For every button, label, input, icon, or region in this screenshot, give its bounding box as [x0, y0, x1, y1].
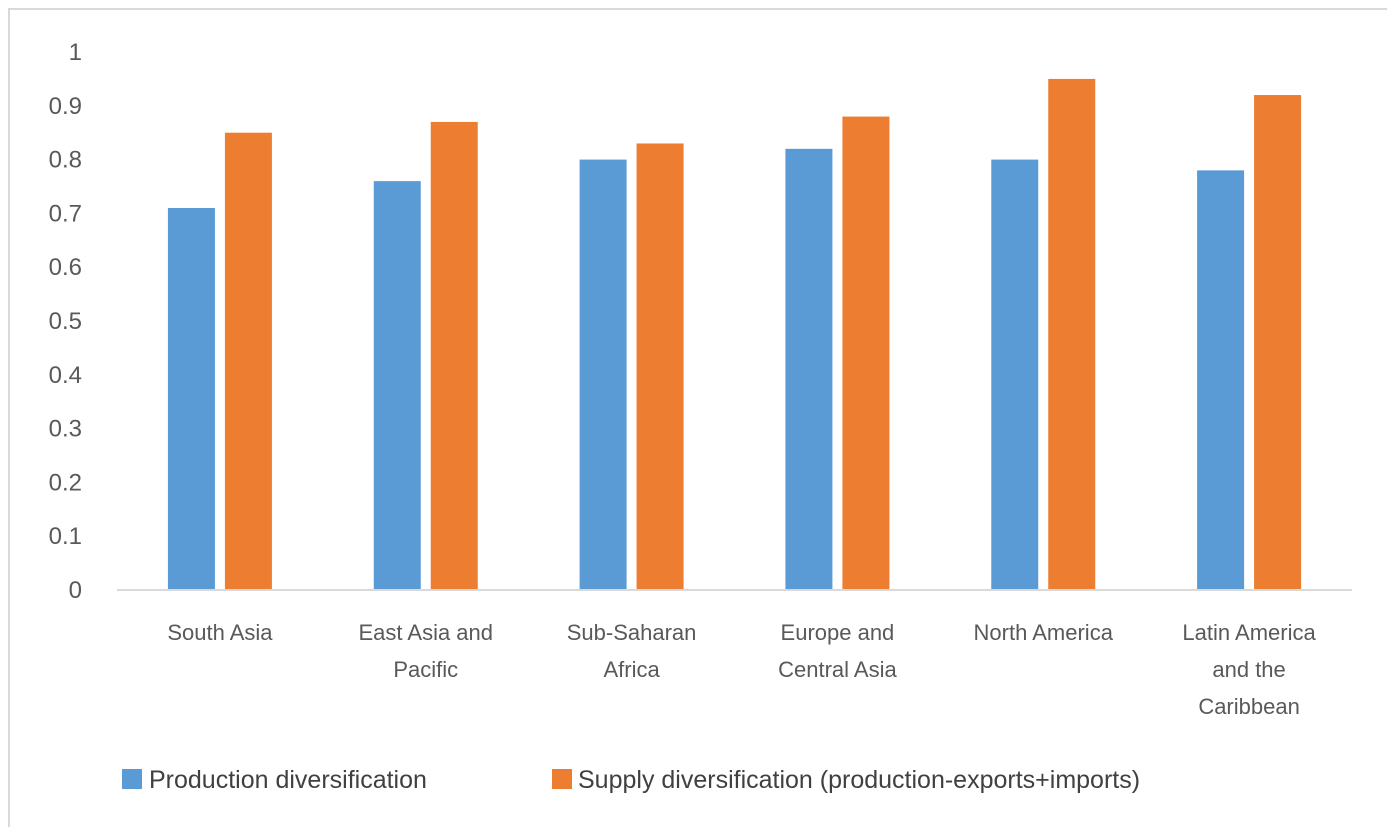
legend-label-production: Production diversification: [149, 766, 427, 794]
x-category-label-line: and the: [1212, 657, 1285, 682]
legend-swatch-production: [122, 769, 142, 789]
chart-frame: 0 0.1 0.2 0.3 0.4 0.5 0.6 0.7 0.8 0.9 1 South Asia…: [8, 8, 1387, 827]
legend-swatch-supply: [552, 769, 572, 789]
y-tick-label: 0.2: [49, 469, 82, 496]
y-tick-label: 0.1: [49, 523, 82, 550]
x-category-label-line: Africa: [603, 657, 660, 682]
bar-chart: 0 0.1 0.2 0.3 0.4 0.5 0.6 0.7 0.8 0.9 1 South Asia…: [49, 39, 1352, 794]
x-category-label-line: Pacific: [393, 657, 458, 682]
x-category-label-line: Sub-Saharan: [567, 620, 697, 645]
x-category-label-line: Latin America: [1182, 620, 1316, 645]
supply-bar: [430, 121, 478, 590]
supply-bar: [1048, 78, 1096, 591]
y-tick-label: 0.4: [49, 362, 82, 389]
x-category-label-line: Central Asia: [778, 657, 897, 682]
x-category-label: North America: [974, 620, 1114, 645]
x-category-label: Sub-Saharan Africa: [567, 620, 697, 682]
x-category-label: Latin America and the Caribbean: [1182, 620, 1316, 719]
production-bar: [167, 208, 215, 590]
supply-bar: [224, 132, 272, 590]
x-category-label-line: South Asia: [167, 620, 273, 645]
x-category-label-line: East Asia and: [358, 620, 493, 645]
x-category-label-line: Caribbean: [1198, 694, 1300, 719]
y-tick-label: 0.8: [49, 147, 82, 174]
y-tick-label: 0.5: [49, 308, 82, 335]
production-bar: [785, 148, 833, 590]
y-tick-label: 0.7: [49, 200, 82, 227]
production-bar: [579, 159, 627, 590]
legend-label-supply: Supply diversification (production-expor…: [578, 766, 1140, 794]
production-bar: [373, 181, 421, 590]
x-category-label-line: North America: [974, 620, 1114, 645]
x-category-label-line: Europe and: [781, 620, 895, 645]
y-axis-tick-labels: 0 0.1 0.2 0.3 0.4 0.5 0.6 0.7 0.8 0.9 1: [49, 39, 82, 604]
bar-series: [167, 78, 1302, 591]
y-tick-label: 0.6: [49, 254, 82, 281]
y-tick-label: 0: [69, 577, 82, 604]
legend: Production diversification Supply diversi…: [122, 766, 1140, 794]
x-category-label: East Asia and Pacific: [358, 620, 493, 682]
supply-bar: [1254, 95, 1302, 590]
x-axis-category-labels: South Asia East Asia and Pacific Sub-Sahara…: [167, 620, 1316, 719]
y-tick-label: 0.9: [49, 93, 82, 120]
supply-bar: [842, 116, 890, 590]
x-category-label: South Asia: [167, 620, 273, 645]
y-tick-label: 0.3: [49, 416, 82, 443]
y-tick-label: 1: [69, 39, 82, 66]
x-category-label: Europe and Central Asia: [778, 620, 897, 682]
supply-bar: [636, 143, 684, 590]
production-bar: [991, 159, 1039, 590]
production-bar: [1197, 170, 1245, 591]
